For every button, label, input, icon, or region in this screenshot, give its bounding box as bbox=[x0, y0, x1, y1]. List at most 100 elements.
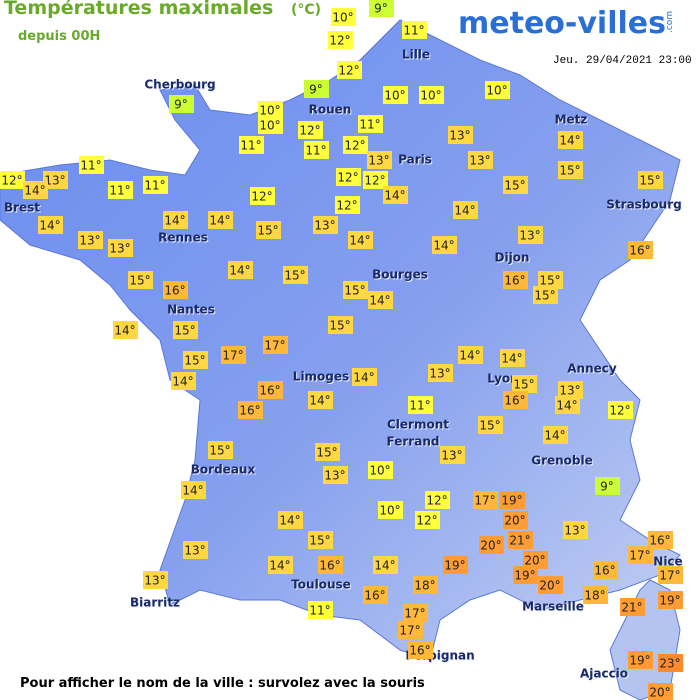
temperature-label: 13° bbox=[563, 521, 588, 539]
temperature-box bbox=[448, 126, 473, 144]
temperature-box bbox=[79, 156, 104, 174]
city-name: Nantes bbox=[168, 304, 216, 318]
temperature-label: 13° bbox=[108, 239, 133, 257]
city-name: Rennes bbox=[158, 231, 208, 245]
temperature-value: 13° bbox=[79, 234, 100, 248]
temperature-value: 16° bbox=[594, 564, 615, 578]
temperature-label: 16° bbox=[593, 561, 618, 579]
temperature-box bbox=[508, 531, 533, 549]
temperature-label: 15° bbox=[128, 271, 153, 289]
temperature-value: 15° bbox=[284, 269, 305, 283]
temperature-value: 13° bbox=[564, 524, 585, 538]
temperature-box bbox=[183, 541, 208, 559]
temperature-box bbox=[503, 176, 528, 194]
temperature-box bbox=[658, 566, 683, 584]
temperature-value: 12° bbox=[338, 64, 359, 78]
temperature-label: 16° bbox=[363, 586, 388, 604]
temperature-box bbox=[595, 477, 620, 495]
temperature-label: 15° bbox=[328, 316, 353, 334]
temperature-box bbox=[543, 426, 568, 444]
temperature-label: 11° bbox=[143, 176, 168, 194]
temperature-value: 14° bbox=[369, 294, 390, 308]
temperature-value: 20° bbox=[480, 539, 501, 553]
city-name: Toulouse bbox=[292, 579, 352, 593]
temperature-value: 14° bbox=[556, 399, 577, 413]
city-name: Clermont bbox=[387, 418, 449, 432]
temperature-box bbox=[440, 446, 465, 464]
temperature-label: 16° bbox=[163, 281, 188, 299]
temperature-box bbox=[628, 241, 653, 259]
temperature-label: 15° bbox=[533, 286, 558, 304]
temperature-value: 15° bbox=[257, 224, 278, 238]
temperature-box bbox=[258, 116, 283, 134]
city-name: Nice bbox=[653, 555, 682, 569]
temperature-label: 10° bbox=[383, 86, 408, 104]
temperature-label: 12° bbox=[336, 168, 361, 186]
city-name: Cherbourg bbox=[144, 78, 215, 92]
temperature-box bbox=[268, 556, 293, 574]
temperature-box bbox=[315, 443, 340, 461]
temperature-box bbox=[181, 481, 206, 499]
temperature-box bbox=[163, 211, 188, 229]
temperature-box bbox=[128, 271, 153, 289]
temperature-value: 15° bbox=[344, 284, 365, 298]
temperature-box bbox=[38, 216, 63, 234]
temperature-box bbox=[402, 21, 427, 39]
temperature-value: 14° bbox=[279, 514, 300, 528]
temperature-value: 13° bbox=[324, 469, 345, 483]
temperature-box bbox=[313, 216, 338, 234]
temperature-value: 11° bbox=[403, 24, 424, 38]
temperature-box bbox=[331, 8, 356, 26]
city-name: Paris bbox=[398, 153, 432, 167]
temperature-label: 20° bbox=[523, 551, 548, 569]
temperature-value: 12° bbox=[329, 34, 350, 48]
temperature-label: 17° bbox=[398, 621, 423, 639]
temperature-value: 16° bbox=[364, 589, 385, 603]
temperature-box bbox=[363, 171, 388, 189]
temperature-value: 14° bbox=[114, 324, 135, 338]
temperature-label: 14° bbox=[558, 131, 583, 149]
temperature-box bbox=[373, 556, 398, 574]
temperature-value: 17° bbox=[659, 569, 680, 583]
city-name: Strasbourg bbox=[607, 199, 682, 213]
temperature-value: 12° bbox=[426, 494, 447, 508]
temperature-value: 15° bbox=[329, 319, 350, 333]
temperature-box bbox=[658, 591, 683, 609]
temperature-label: 10° bbox=[331, 8, 356, 26]
temperature-label: 11° bbox=[402, 21, 427, 39]
temperature-box bbox=[208, 441, 233, 459]
temperature-value: 19° bbox=[444, 559, 465, 573]
temperature-label: 9° bbox=[169, 95, 194, 113]
temperature-label: 17° bbox=[473, 491, 498, 509]
temperature-box bbox=[238, 401, 263, 419]
temperature-label: 21° bbox=[620, 598, 645, 616]
city-name: Grenoble bbox=[531, 454, 593, 468]
temperature-box bbox=[583, 586, 608, 604]
temperature-value: 11° bbox=[144, 179, 165, 193]
temperature-label: 15° bbox=[283, 266, 308, 284]
temperature-value: 13° bbox=[519, 229, 540, 243]
temperature-label: 16° bbox=[628, 241, 653, 259]
temperature-box bbox=[558, 161, 583, 179]
temperature-box bbox=[593, 561, 618, 579]
temperature-value: 12° bbox=[299, 124, 320, 138]
temperature-value: 10° bbox=[369, 464, 390, 478]
temperature-value: 16° bbox=[164, 284, 185, 298]
temperature-value: 11° bbox=[240, 139, 261, 153]
temperature-box bbox=[403, 604, 428, 622]
city-name: Brest bbox=[4, 201, 40, 215]
temperature-label: 14° bbox=[228, 261, 253, 279]
city-name: Lyon bbox=[488, 373, 519, 387]
city-name: Bordeaux bbox=[191, 463, 256, 477]
temperature-value: 14° bbox=[353, 371, 374, 385]
temperature-value: 10° bbox=[384, 89, 405, 103]
temperature-value: 16° bbox=[649, 534, 670, 548]
temperature-value: 13° bbox=[469, 154, 490, 168]
temperature-value: 15° bbox=[479, 419, 500, 433]
timestamp: Jeu. 29/04/2021 23:00 bbox=[553, 55, 692, 67]
temperature-box bbox=[428, 364, 453, 382]
temperature-value: 12° bbox=[609, 404, 630, 418]
city-name: Nantes bbox=[167, 303, 215, 317]
temperature-label: 12° bbox=[328, 31, 353, 49]
